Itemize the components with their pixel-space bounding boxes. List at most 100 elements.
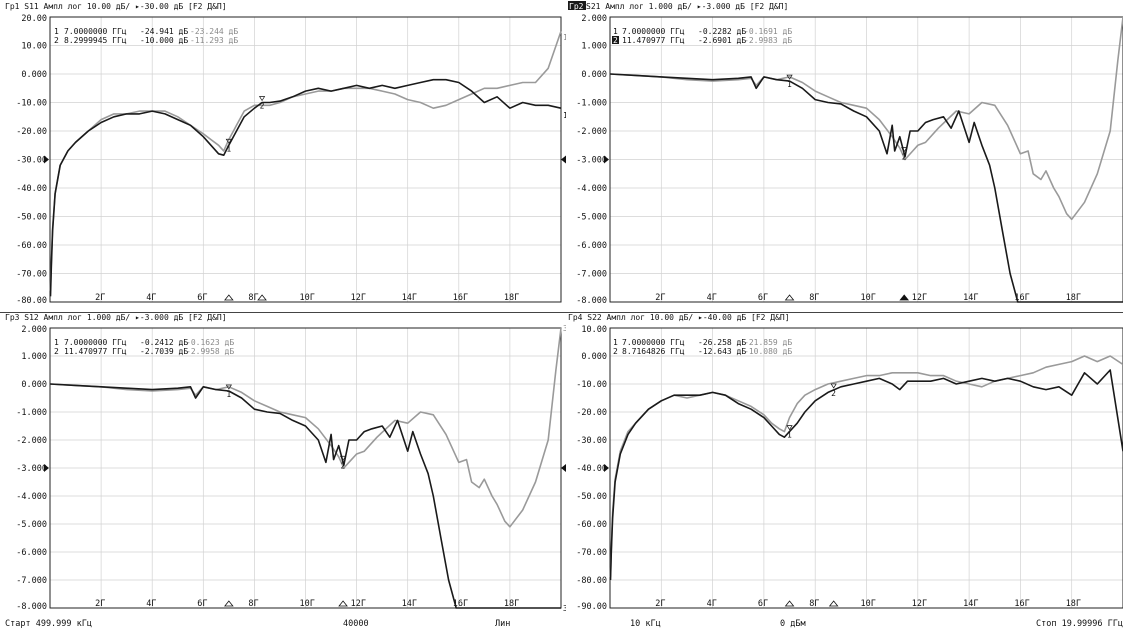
trace-marker-label: 1 [787, 431, 792, 440]
panel-s21-badge [568, 1, 586, 10]
trace-marker [830, 383, 837, 389]
readout-1-num: 1 [54, 338, 59, 347]
y-tick-label: -4.000 [576, 184, 607, 194]
y-tick-label: 1.000 [21, 352, 47, 362]
x-tick-label: 10Г [861, 293, 876, 303]
x-tick-label: 18Г [1066, 599, 1081, 609]
x-tick-label: 14Г [402, 293, 417, 303]
y-tick-label: 2.000 [21, 325, 47, 335]
x-tick-label: 6Г [197, 599, 207, 609]
trace-dark [609, 73, 1123, 303]
x-tick-label: 18Г [1066, 293, 1081, 303]
y-tick-label: -10.00 [16, 99, 47, 109]
readout-2-val-gray: -2.9983 дБ [744, 36, 792, 45]
panel-s11-right-label: 1 [563, 111, 568, 120]
x-tick-label: 6Г [758, 293, 768, 303]
y-tick-label: -80.00 [16, 296, 47, 306]
x-tick-label: 18Г [504, 293, 519, 303]
readout-1-val-gray: -0.1623 дБ [186, 338, 234, 347]
readout-1-val-gray: -23.244 дБ [190, 27, 238, 36]
panel-s22: Гр4 S22 Ампл лог 10.00 дБ/ ▸-40.00 дБ [F… [566, 312, 1123, 620]
y-tick-label: -20.00 [16, 127, 47, 137]
y-tick-label: -2.000 [16, 436, 47, 446]
x-tick-label: 10Г [300, 599, 315, 609]
y-tick-label: -7.000 [16, 576, 47, 586]
ref-level-right-arrow [561, 155, 566, 164]
trace-dark [609, 369, 1123, 581]
y-tick-label: -80.00 [576, 576, 607, 586]
x-tick-label: 12Г [912, 599, 927, 609]
y-tick-label: -40.00 [576, 464, 607, 474]
x-tick-label: 6Г [758, 599, 768, 609]
y-tick-label: -10.00 [576, 380, 607, 390]
x-tick-label: 2Г [95, 293, 105, 303]
x-tick-label: 16Г [453, 293, 468, 303]
readout-2-freq: 8.2999945 ГГц [64, 36, 127, 45]
readout-2-num: 2 [54, 36, 59, 45]
trace-marker-label: 1 [226, 144, 231, 153]
y-tick-label: -6.000 [576, 241, 607, 251]
y-tick-label: 1.000 [581, 42, 607, 52]
x-tick-label: 14Г [963, 599, 978, 609]
x-tick-label: 10Г [300, 293, 315, 303]
readout-1-freq: 7.0000000 ГГц [622, 338, 685, 347]
readout-1-freq: 7.0000000 ГГц [64, 338, 127, 347]
y-tick-label: 20.00 [21, 14, 47, 24]
x-tick-label: 16Г [453, 599, 468, 609]
marker-triangle [338, 600, 348, 607]
trace-marker [225, 138, 232, 144]
ref-level-left-arrow [44, 155, 49, 164]
x-tick-label: 18Г [504, 599, 519, 609]
y-tick-label: 2.000 [581, 14, 607, 24]
trace-marker [786, 74, 793, 80]
y-tick-label: -50.00 [576, 492, 607, 502]
y-tick-label: -1.000 [576, 99, 607, 109]
ref-level-left-arrow [604, 464, 609, 472]
y-tick-label: 0.000 [21, 70, 47, 80]
readout-1-num: 1 [613, 27, 618, 36]
panel-s22-header: Гр4 S22 Ампл лог 10.00 дБ/ ▸-40.00 дБ [F… [568, 313, 790, 322]
readout-1-num: 1 [613, 338, 618, 347]
x-tick-label: 14Г [402, 599, 417, 609]
readout-1-num: 1 [54, 27, 59, 36]
x-tick-label: 10Г [861, 599, 876, 609]
marker-triangle [784, 600, 795, 607]
panel-s21: Гр2 S21 Ампл лог 1.000 дБ/ ▸-3.000 дБ [F… [566, 0, 1123, 312]
x-tick-label: 8Г [248, 599, 258, 609]
y-tick-label: -90.00 [576, 602, 607, 612]
y-tick-label: -70.00 [16, 270, 47, 280]
panel-s22-plot-frame [609, 327, 1123, 609]
x-tick-label: 4Г [707, 599, 717, 609]
trace-gray [49, 327, 562, 528]
x-tick-label: 12Г [912, 293, 927, 303]
x-tick-label: 8Г [248, 293, 258, 303]
readout-2-freq: 11.470977 ГГц [622, 36, 685, 45]
ref-level-right-arrow [561, 464, 566, 472]
readout-2-num: 2 [54, 347, 59, 356]
x-tick-label: 8Г [809, 293, 819, 303]
readout-2-val-dark: -2.7039 дБ [140, 347, 188, 356]
trace-marker [225, 384, 232, 390]
y-tick-label: -70.00 [576, 548, 607, 558]
status-footer: Старт 499.999 кГц 40000 Лин 10 кГц 0 дБм… [5, 619, 1123, 629]
y-tick-label: -3.000 [16, 464, 47, 474]
readout-1-val-gray: -21.859 дБ [744, 338, 792, 347]
readout-2-num: 2 [613, 347, 618, 356]
readout-1-val-gray: -0.1691 дБ [744, 27, 792, 36]
panel-s12-top-right-label: 3 [563, 324, 568, 333]
x-tick-label: 2Г [655, 293, 665, 303]
y-tick-label: -30.00 [16, 156, 47, 166]
trace-dark [49, 383, 561, 609]
y-tick-label: -5.000 [576, 213, 607, 223]
trace-gray [609, 16, 1123, 221]
marker-triangle [257, 294, 267, 301]
y-tick-label: -6.000 [16, 548, 47, 558]
readout-2-freq: 11.470977 ГГц [64, 347, 127, 356]
y-tick-label: 0.000 [581, 70, 607, 80]
marker-triangle [899, 294, 910, 301]
y-tick-label: -8.000 [16, 602, 47, 612]
y-tick-label: 10.00 [21, 42, 47, 52]
y-tick-label: 0.000 [581, 352, 607, 362]
readout-1-freq: 7.0000000 ГГц [622, 27, 685, 36]
